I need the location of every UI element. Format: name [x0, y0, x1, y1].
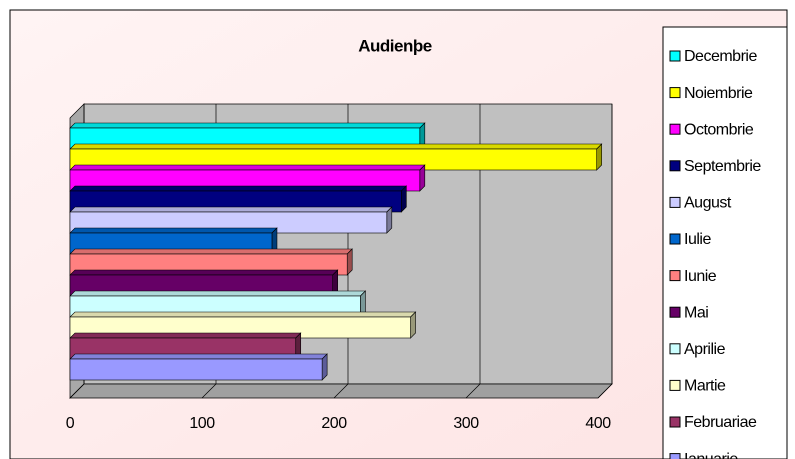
chart-title: Audienþe: [358, 36, 431, 55]
bar-top: [69, 311, 417, 318]
bar-top: [69, 248, 353, 255]
x-tick-label: 0: [66, 415, 75, 432]
bar-side: [401, 185, 407, 213]
legend-label: Septembrie: [684, 158, 761, 175]
bar-top: [69, 227, 278, 234]
legend-swatch: [669, 343, 681, 355]
bar-top: [69, 206, 393, 213]
legend-swatch: [669, 453, 681, 459]
legend: [662, 26, 788, 459]
x-tick-label: 400: [585, 415, 611, 432]
floor-grid-line: [597, 383, 613, 399]
legend-label: Iunie: [684, 268, 717, 285]
bar-top: [69, 353, 328, 360]
floor-grid-line: [69, 383, 85, 399]
bar-top: [69, 143, 603, 150]
legend-swatch: [669, 160, 681, 172]
bar-top: [69, 185, 408, 192]
legend-entries: Decembrie Noiembrie Octombrie Septembrie Aug…: [669, 48, 762, 459]
bar-side: [419, 164, 426, 192]
x-tick-label: 300: [453, 415, 479, 432]
legend-swatch: [669, 306, 681, 318]
legend-label: Ianuarie: [684, 451, 738, 459]
legend-swatch: [669, 196, 681, 208]
legend-swatch: [669, 87, 681, 99]
legend-swatch: [669, 270, 681, 282]
bar-side: [386, 206, 393, 234]
x-tick-label: 200: [321, 415, 347, 432]
floor-grid-line: [333, 383, 349, 399]
legend-label: Iulie: [684, 231, 711, 248]
bar-top: [69, 122, 426, 129]
legend-label: Martie: [684, 378, 726, 395]
legend-label: Decembrie: [684, 48, 757, 65]
legend-label: Aprilie: [684, 341, 726, 358]
legend-label: August: [684, 195, 732, 212]
bar-side: [410, 311, 416, 339]
floor-grid-line: [201, 383, 217, 399]
x-tick-label: 100: [189, 415, 215, 432]
legend-swatch: [669, 50, 681, 62]
legend-swatch: [669, 123, 681, 135]
legend-swatch: [669, 379, 681, 391]
legend-label: Noiembrie: [684, 85, 753, 102]
bar-side: [321, 353, 328, 381]
bar-top: [69, 269, 339, 276]
bar-top: [69, 164, 426, 171]
legend-swatch: [669, 233, 681, 245]
legend-label: Octombrie: [684, 121, 754, 138]
bar-top: [69, 332, 302, 339]
bars: [69, 122, 603, 381]
floor-grid-line: [465, 383, 481, 399]
bar-side: [346, 248, 353, 276]
bar-top: [69, 290, 367, 297]
bar-side: [596, 143, 602, 171]
legend-swatch: [669, 416, 681, 428]
legend-label: Februariae: [684, 414, 757, 431]
legend-label: Mai: [684, 304, 708, 321]
bar: [69, 358, 323, 381]
